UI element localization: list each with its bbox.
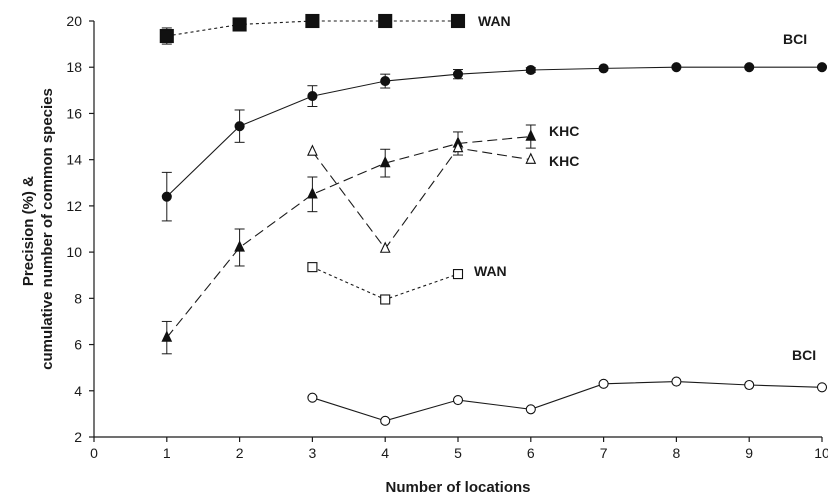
data-point: [380, 76, 391, 87]
labels-layer: WAN BCI KHC KHC WAN BCI: [474, 13, 816, 363]
x-tick-label: 1: [163, 445, 171, 461]
data-point: [744, 62, 755, 73]
y-tick-label: 2: [74, 429, 82, 445]
y-tick-label: 6: [74, 337, 82, 353]
series-wan-square-filled: [159, 13, 466, 45]
y-tick-label: 8: [74, 290, 82, 306]
y-tick-label: 10: [66, 244, 82, 260]
x-tick-label: 0: [90, 445, 98, 461]
data-point: [307, 144, 318, 156]
data-point: [378, 13, 393, 29]
data-point: [525, 152, 537, 164]
x-tick-label: 10: [814, 445, 828, 461]
data-point: [671, 376, 682, 387]
y-tick-label: 14: [66, 152, 82, 168]
data-point: [452, 269, 464, 280]
y-tick-label: 20: [66, 13, 82, 29]
series-label: WAN: [478, 13, 511, 29]
series-label: KHC: [549, 153, 579, 169]
data-point: [307, 187, 318, 199]
y-tick-label: 12: [66, 198, 82, 214]
series-bci-circle-open: [307, 376, 828, 426]
series-label: BCI: [783, 31, 807, 47]
data-point: [452, 69, 464, 80]
data-point: [525, 129, 537, 141]
data-point: [380, 294, 391, 305]
series-layer: [159, 13, 828, 426]
data-point: [159, 28, 174, 44]
x-axis-title: Number of locations: [385, 479, 530, 496]
data-point: [452, 140, 464, 153]
y-axis-title: Precision (%) & cumulative number of com…: [20, 88, 56, 370]
data-point: [450, 13, 466, 29]
y-axis-title-line-2: cumulative number of common species: [39, 88, 56, 370]
data-point: [452, 394, 464, 406]
data-point: [161, 330, 173, 342]
y-tick-label: 18: [66, 59, 82, 75]
data-point: [379, 155, 391, 168]
data-point: [525, 64, 536, 76]
data-point: [234, 121, 245, 132]
x-tick-label: 5: [454, 445, 462, 461]
data-point: [380, 415, 391, 426]
y-tick-label: 16: [66, 105, 82, 121]
series-line: [312, 380, 823, 422]
data-point: [307, 91, 318, 102]
data-point: [161, 191, 172, 202]
y-axis-title-line-1: Precision (%) &: [20, 176, 37, 286]
y-tick-label: 4: [74, 383, 82, 399]
x-tick-label: 7: [600, 445, 608, 461]
series-line: [166, 136, 531, 338]
data-point: [744, 379, 755, 391]
series-label: BCI: [792, 347, 816, 363]
data-point: [598, 378, 609, 389]
series-wan-square-open: [307, 262, 464, 305]
series-label: KHC: [549, 123, 579, 139]
series-bci-circle-filled: [161, 62, 828, 222]
data-point: [234, 240, 245, 252]
data-point: [671, 62, 682, 73]
data-point: [525, 404, 536, 415]
data-point: [305, 13, 320, 29]
series-label: WAN: [474, 263, 507, 279]
data-point: [816, 62, 828, 73]
x-tick-label: 8: [673, 445, 681, 461]
data-point: [816, 382, 828, 393]
data-point: [307, 262, 318, 273]
data-point: [598, 63, 609, 74]
x-tick-label: 9: [745, 445, 753, 461]
series-line: [311, 147, 531, 250]
x-tick-label: 3: [309, 445, 317, 461]
series-khc-triangle-filled: [161, 124, 537, 355]
x-tick-label: 4: [381, 445, 389, 461]
x-tick-label: 2: [236, 445, 244, 461]
data-point: [379, 241, 391, 253]
data-point: [307, 392, 318, 403]
series-line: [166, 66, 822, 198]
x-tick-label: 6: [527, 445, 535, 461]
series-khc-triangle-open: [307, 140, 537, 253]
data-point: [232, 17, 247, 32]
